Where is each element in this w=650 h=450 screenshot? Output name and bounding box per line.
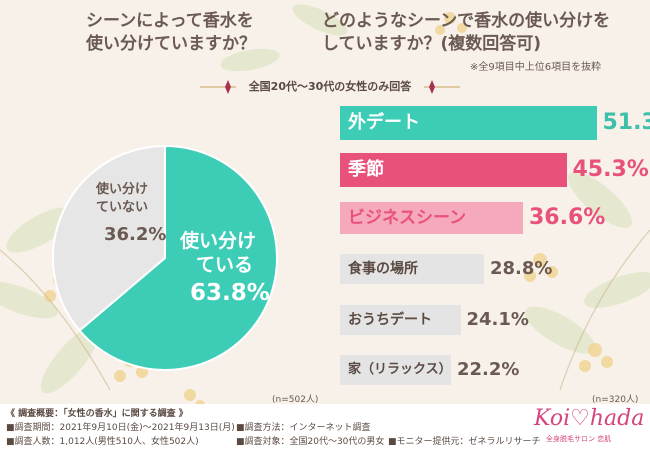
pie-slice-yes	[78, 144, 278, 371]
bar-5	[340, 305, 461, 335]
right-title-line2: していますか？(複数回答可)	[322, 34, 542, 54]
footer-panel	[0, 404, 650, 450]
pie-value-no: 36.2%	[104, 224, 167, 245]
bar-label-2: 季節	[348, 159, 384, 180]
bar-label-5: おうちデート	[348, 312, 432, 328]
left-title-line2: 使い分けていますか？	[86, 34, 256, 54]
bar-value-4: 28.8%	[490, 258, 553, 279]
bar-value-1: 51.3%	[602, 110, 650, 135]
survey-method: ■調査方法：インターネット調査	[236, 423, 371, 433]
sample-left: (n=502人)	[272, 395, 319, 405]
survey-monitor: ■モニター提供元：ゼネラルリサーチ	[388, 437, 541, 447]
pie-value-yes: 63.8%	[190, 280, 270, 306]
bar-label-4: 食事の場所	[348, 261, 418, 277]
pie-label-no-line2: ていない	[96, 200, 149, 215]
bar-label-1: 外デート	[348, 112, 420, 133]
pie-label-no-line1: 使い分け	[96, 182, 149, 197]
pie-label-yes-line1: 使い分け	[180, 230, 257, 252]
bar-label-6: 家（リラックス）	[348, 362, 452, 377]
bar-value-2: 45.3%	[572, 157, 649, 182]
left-title-line1: シーンによって香水を	[86, 11, 254, 31]
brand-tagline: 全身脱毛サロン 恋肌	[546, 435, 612, 443]
bar-4	[340, 254, 484, 284]
survey-period: ■調査期間：2021年9月10日(金)〜2021年9月13日(月)	[6, 423, 235, 433]
survey-people: ■調査人数：1,012人(男性510人、女性502人)	[6, 437, 199, 447]
pie-label-yes-line2: ている	[196, 254, 254, 276]
bar-label-3: ビジネスシーン	[348, 208, 467, 228]
bar-value-6: 22.2%	[457, 359, 520, 380]
survey-heading: 《 調査概要：「女性の香水」に関する調査 》	[6, 409, 188, 419]
bar-6	[340, 355, 451, 385]
items-note: ※全9項目中上位6項目を抜粋	[470, 62, 602, 73]
bar-value-3: 36.6%	[529, 205, 606, 230]
brand-logo: Koi♡hada	[534, 406, 645, 431]
bar-3	[340, 202, 523, 234]
right-title-line1: どのようなシーンで香水の使い分けを	[322, 11, 611, 31]
pie-slice-no	[52, 144, 166, 332]
bar-1	[340, 106, 597, 140]
banner-text: 全国20代〜30代の女性のみ回答	[248, 80, 412, 93]
bar-value-5: 24.1%	[466, 309, 529, 330]
sample-right: (n=320人)	[592, 395, 639, 405]
bar-2	[340, 153, 567, 187]
survey-target: ■調査対象：全国20代〜30代の男女	[236, 437, 385, 447]
